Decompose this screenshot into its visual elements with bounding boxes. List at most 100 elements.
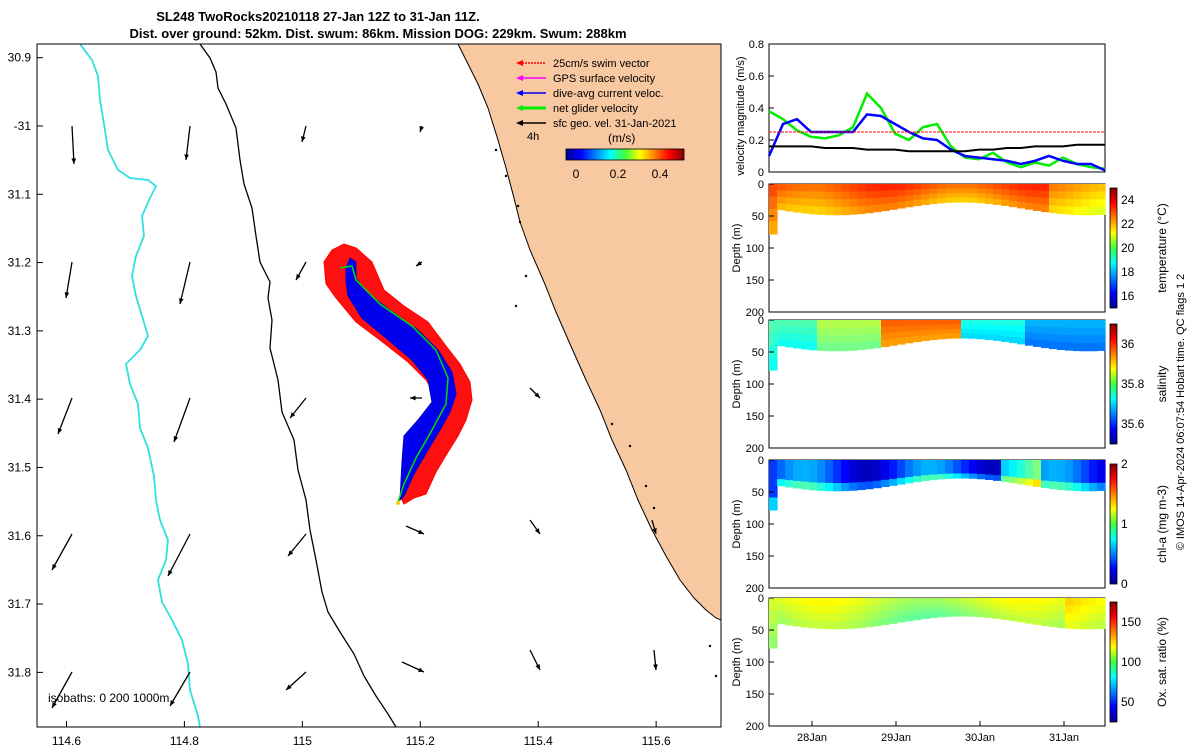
section-cell: [777, 466, 786, 474]
section-cell: [929, 193, 938, 200]
section-cell: [769, 320, 778, 334]
section-cell: [809, 474, 818, 483]
section-cell: [929, 320, 938, 326]
section-cell: [897, 201, 906, 209]
section-cell: [1033, 197, 1042, 205]
section-cell: [1057, 467, 1066, 476]
section-cell: [809, 612, 818, 621]
section-cell: [801, 460, 810, 468]
section-cell: [929, 460, 938, 466]
section-cell: [921, 189, 930, 195]
section-cell: [1025, 472, 1034, 480]
section-cell: [833, 467, 842, 476]
sfc-velocity-arrowhead: [296, 274, 301, 280]
section-cell: [881, 466, 890, 474]
section-cell: [777, 320, 786, 327]
section-cell: [1081, 184, 1090, 193]
section-cell: [777, 598, 786, 605]
section-cell: [849, 475, 858, 484]
section-cell: [945, 460, 954, 466]
island-dot: [516, 204, 520, 208]
section-cell: [889, 460, 898, 467]
depth-tick-label: 50: [752, 625, 764, 637]
section-cell: [801, 474, 810, 483]
section-cell: [953, 188, 962, 194]
section-cell: [785, 604, 794, 613]
section-cell: [1081, 460, 1090, 469]
section-cell: [905, 477, 914, 484]
section-cell: [977, 460, 986, 466]
section-cell: [937, 474, 946, 480]
map-frame: [36, 43, 722, 728]
section-colorbar-tick-label: 35.8: [1121, 377, 1145, 391]
section-cell: [977, 602, 986, 608]
section-cell: [833, 320, 842, 329]
section-cell: [1089, 327, 1098, 336]
section-cell: [825, 605, 834, 614]
section-cell: [857, 620, 866, 629]
section-cell: [985, 612, 994, 618]
section-cell: [881, 190, 890, 198]
section-cell: [953, 606, 962, 613]
section-cell: [1025, 598, 1034, 605]
section-panel: 0 50 100 150 200 Depth (m) 35.6 35.8 36 salinity: [731, 315, 1169, 455]
section-cell: [977, 193, 986, 199]
section-cell: [977, 598, 986, 604]
section-cell: [1073, 184, 1082, 193]
section-cell: [953, 611, 962, 617]
section-cell: [833, 184, 842, 193]
section-cell: [977, 333, 986, 340]
section-cell: [849, 327, 858, 336]
section-colorbar-tick-label: 22: [1121, 217, 1135, 231]
section-cell: [817, 206, 826, 215]
section-cell: [897, 337, 906, 345]
section-cell: [1001, 336, 1010, 342]
section-cell: [1081, 467, 1090, 476]
section-cell: [961, 188, 970, 194]
velocity-y-tick-label: 0.4: [749, 103, 764, 115]
section-cell: [1089, 320, 1098, 329]
section-cell: [969, 333, 978, 339]
map-x-tick-label: 114.6: [52, 734, 81, 748]
section-cell: [817, 482, 826, 491]
velocity-ylabel: velocity magnitude (m/s): [735, 56, 747, 175]
section-cell: [1009, 614, 1018, 622]
section-cell: [809, 598, 818, 607]
section-cell: [857, 327, 866, 336]
sfc-velocity-arrow: [167, 533, 191, 577]
section-cell: [921, 613, 930, 620]
section-cell: [841, 460, 850, 469]
section-colorbar-tick-label: 1: [1121, 517, 1128, 531]
section-cell: [945, 469, 954, 475]
section-cell: [961, 606, 970, 613]
section-cell: [929, 324, 938, 331]
section-cell: [865, 619, 874, 628]
section-cell: [1009, 195, 1018, 202]
section-cell: [961, 611, 970, 617]
section-cell: [1097, 605, 1106, 614]
section-cell: [945, 611, 954, 617]
section-cell: [1089, 605, 1098, 614]
section-cell: [1089, 184, 1098, 193]
section-cell: [1057, 474, 1066, 483]
section-cell: [873, 460, 882, 468]
depth-axis-label: Depth (m): [731, 360, 743, 409]
section-colorbar: [1109, 463, 1118, 585]
section-cell: [1009, 609, 1018, 616]
section-cell: [809, 342, 818, 351]
section-cell: [873, 184, 882, 192]
section-cell: [841, 206, 850, 216]
section-cell: [1065, 598, 1074, 607]
section-cell: [1073, 605, 1082, 614]
section-cell: [825, 613, 834, 622]
section-cell: [1009, 184, 1018, 191]
section-cell: [1001, 470, 1010, 477]
section-cell: [785, 466, 794, 475]
section-cell: [993, 335, 1002, 341]
legend-arrowhead: [516, 90, 523, 96]
section-cell: [1097, 613, 1106, 622]
section-cell: [801, 341, 810, 350]
section-cell: [1001, 614, 1010, 620]
island-dot: [644, 484, 648, 488]
